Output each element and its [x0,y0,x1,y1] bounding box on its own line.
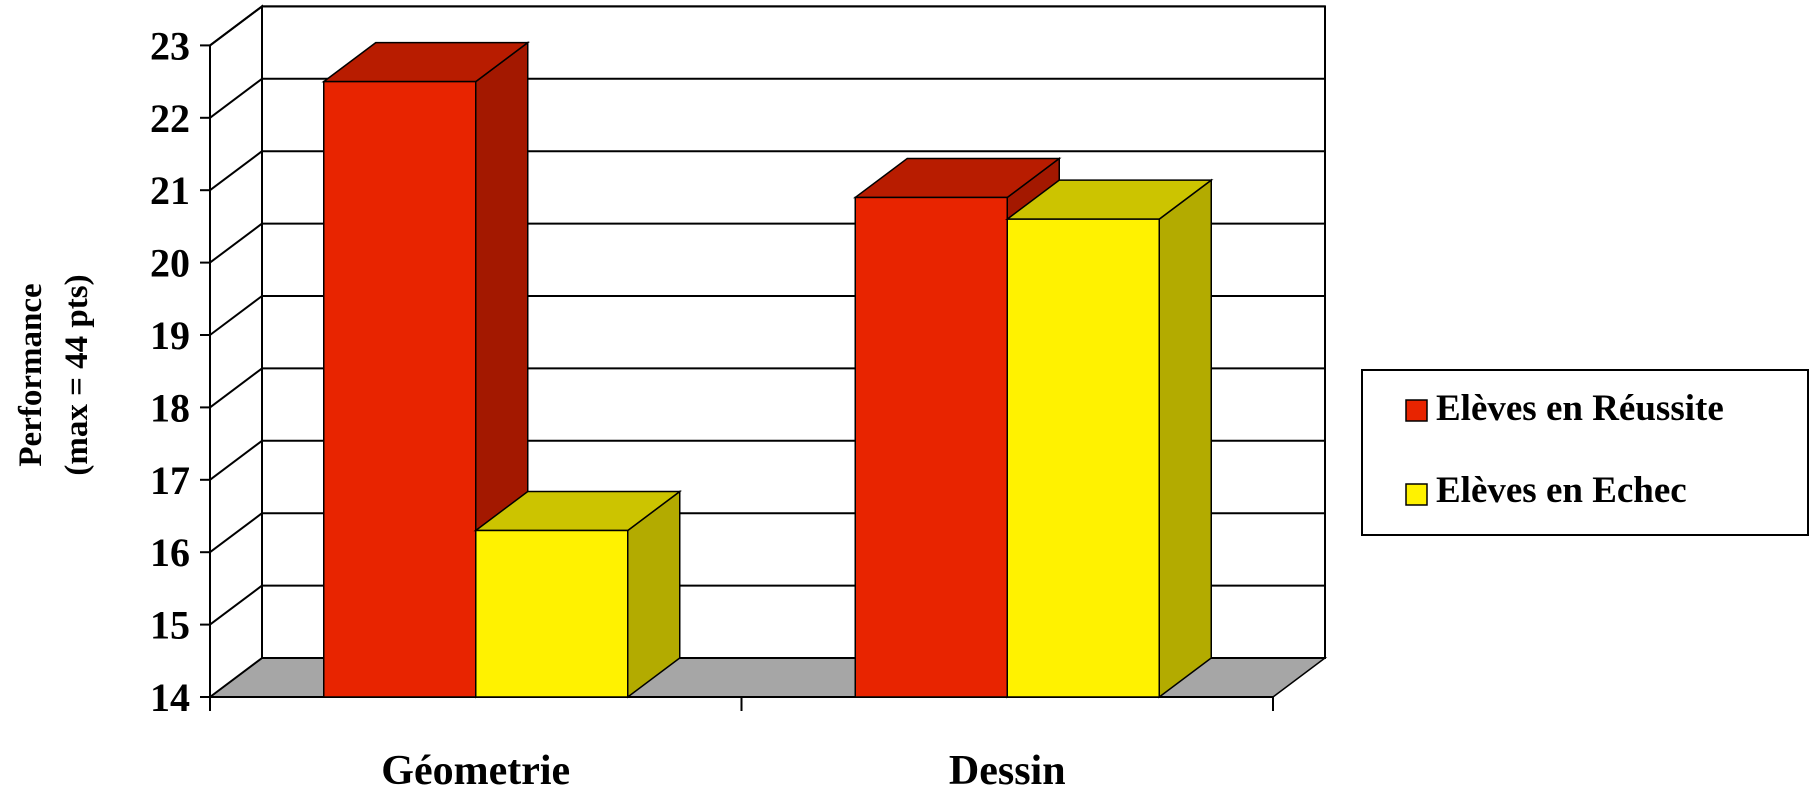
y-tick-label: 17 [150,458,190,503]
y-tick-label: 14 [150,675,190,720]
x-category-label: Dessin [949,748,1066,790]
legend-swatch-reussite [1406,400,1427,421]
y-tick-label: 22 [150,96,190,141]
legend-label-reussite: Elèves en Réussite [1436,388,1724,429]
y-tick-label: 16 [150,530,190,575]
bar-echec-dessin [1007,219,1159,697]
bar-reussite-geometrie [324,82,476,697]
y-tick-label: 15 [150,603,190,648]
bar-echec-geometrie [476,530,628,697]
bar-side-echec-dessin [1159,180,1211,697]
y-tick-label: 23 [150,23,190,68]
bar-reussite-dessin [855,197,1007,697]
y-axis-title-line2: (max = 44 pts) [59,274,95,475]
y-tick-label: 18 [150,385,190,430]
legend: Elèves en Réussite Elèves en Echec [1362,370,1808,535]
y-axis-title-line1: Performance [13,283,49,466]
y-tick-label: 21 [150,168,190,213]
legend-swatch-echec [1406,484,1427,505]
chart-side-wall [210,6,262,697]
legend-label-echec: Elèves en Echec [1436,470,1687,511]
y-tick-label: 19 [150,313,190,358]
x-category-label: Géometrie [381,748,570,790]
y-tick-label: 20 [150,241,190,286]
